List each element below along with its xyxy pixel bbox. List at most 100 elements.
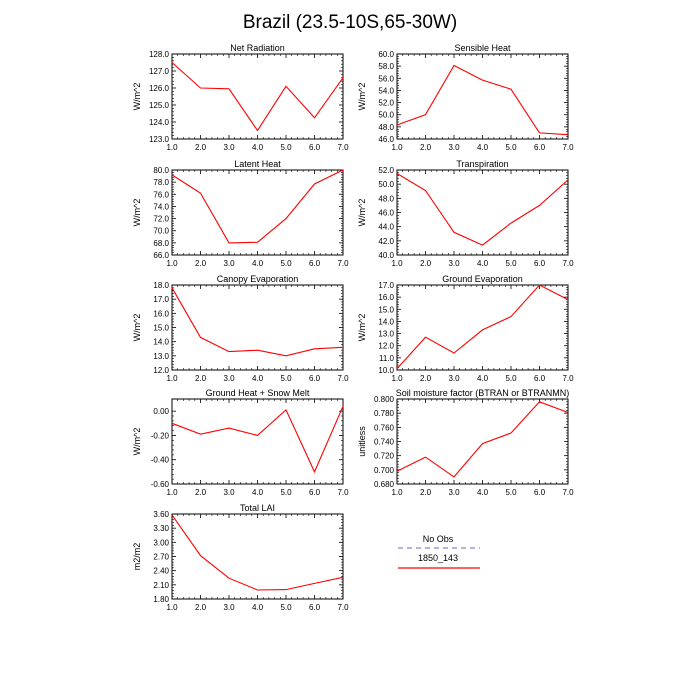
ground-heat-snow-melt-xtick-label: 5.0 [280, 488, 292, 497]
soil-moisture-factor-btran-or-btranmn-plot-frame [396, 398, 569, 485]
transpiration-xtick-label: 6.0 [534, 259, 546, 268]
ground-heat-snow-melt-title: Ground Heat + Snow Melt [206, 388, 310, 398]
sensible-heat-xtick-label: 2.0 [420, 143, 432, 152]
sensible-heat-ytick-label: 50.0 [378, 111, 394, 120]
soil-moisture-factor-btran-or-btranmn-ylabel: unitless [357, 426, 367, 457]
ground-heat-snow-melt-ytick-label: -0.40 [151, 456, 170, 465]
canopy-evaporation-ytick-label: 13.0 [153, 352, 169, 361]
net-radiation-ylabel: W/m^2 [132, 83, 142, 111]
sensible-heat-ytick-label: 46.0 [378, 135, 394, 144]
ground-evaporation-ylabel: W/m^2 [357, 314, 367, 342]
net-radiation-xtick-label: 4.0 [252, 143, 264, 152]
net-radiation-xtick-label: 6.0 [309, 143, 321, 152]
canopy-evaporation-xtick-label: 6.0 [309, 374, 321, 383]
ground-evaporation-xtick-label: 2.0 [420, 374, 432, 383]
ground-evaporation-xtick-label: 4.0 [477, 374, 489, 383]
transpiration-xtick-label: 4.0 [477, 259, 489, 268]
transpiration-ytick-label: 40.0 [378, 251, 394, 260]
total-lai-xtick-label: 4.0 [252, 603, 264, 612]
soil-moisture-factor-btran-or-btranmn-xtick-label: 1.0 [391, 488, 403, 497]
canopy-evaporation-ytick-label: 15.0 [153, 324, 169, 333]
sensible-heat-xtick-label: 5.0 [505, 143, 517, 152]
soil-moisture-factor-btran-or-btranmn-xtick-label: 5.0 [505, 488, 517, 497]
soil-moisture-factor-btran-or-btranmn-series-line [396, 401, 569, 478]
latent-heat-xtick-label: 3.0 [223, 259, 235, 268]
soil-moisture-factor-btran-or-btranmn-xtick-label: 2.0 [420, 488, 432, 497]
total-lai-xtick-label: 5.0 [280, 603, 292, 612]
sensible-heat-xtick-label: 4.0 [477, 143, 489, 152]
panel-transpiration: Transpiration 1.0 2.0 3.0 4.0 5.0 6.0 7.0 40.0 42… [357, 159, 574, 268]
soil-moisture-factor-btran-or-btranmn-ytick-label: 0.800 [374, 395, 395, 404]
transpiration-ytick-label: 42.0 [378, 237, 394, 246]
ground-evaporation-ytick-label: 15.0 [378, 305, 394, 314]
canopy-evaporation-ytick-label: 16.0 [153, 309, 169, 318]
sensible-heat-xtick-label: 6.0 [534, 143, 546, 152]
total-lai-ytick-label: 3.30 [153, 524, 169, 533]
canopy-evaporation-xtick-label: 4.0 [252, 374, 264, 383]
ground-evaporation-ytick-label: 14.0 [378, 317, 394, 326]
soil-moisture-factor-btran-or-btranmn-ytick-label: 0.780 [374, 409, 395, 418]
transpiration-ytick-label: 46.0 [378, 209, 394, 218]
soil-moisture-factor-btran-or-btranmn-ytick-label: 0.700 [374, 466, 395, 475]
soil-moisture-factor-btran-or-btranmn-title: Soil moisture factor (BTRAN or BTRANMN) [396, 388, 570, 398]
net-radiation-series-line [171, 62, 344, 132]
total-lai-ytick-label: 3.00 [153, 538, 169, 547]
latent-heat-ytick-label: 66.0 [153, 251, 169, 260]
panel-net-radiation: Net Radiation 1.0 2.0 3.0 4.0 5.0 6.0 7.0 123.0 1… [132, 43, 349, 152]
panel-ground-evaporation: Ground Evaporation 1.0 2.0 3.0 4.0 5.0 6.0 7.0 1… [357, 274, 574, 383]
sensible-heat-series-line [396, 64, 569, 136]
latent-heat-ytick-label: 76.0 [153, 190, 169, 199]
ground-heat-snow-melt-xtick-label: 4.0 [252, 488, 264, 497]
transpiration-xtick-label: 5.0 [505, 259, 517, 268]
ground-heat-snow-melt-series-line [171, 406, 344, 474]
soil-moisture-factor-btran-or-btranmn-xtick-label: 7.0 [562, 488, 574, 497]
canopy-evaporation-xtick-label: 5.0 [280, 374, 292, 383]
net-radiation-ytick-label: 125.0 [149, 101, 170, 110]
total-lai-xtick-label: 2.0 [195, 603, 207, 612]
transpiration-ytick-label: 50.0 [378, 180, 394, 189]
panel-soil-moisture-factor-btran-or-btranmn: Soil moisture factor (BTRAN or BTRANMN) 1… [357, 388, 574, 497]
net-radiation-xtick-label: 1.0 [166, 143, 178, 152]
total-lai-series-line [171, 514, 344, 591]
canopy-evaporation-ytick-label: 14.0 [153, 338, 169, 347]
ground-evaporation-ytick-label: 12.0 [378, 342, 394, 351]
soil-moisture-factor-btran-or-btranmn-ytick-label: 0.720 [374, 452, 395, 461]
ground-evaporation-xtick-label: 1.0 [391, 374, 403, 383]
latent-heat-xtick-label: 6.0 [309, 259, 321, 268]
total-lai-ytick-label: 2.70 [153, 553, 169, 562]
ground-heat-snow-melt-ytick-label: -0.60 [151, 480, 170, 489]
transpiration-xtick-label: 7.0 [562, 259, 574, 268]
transpiration-title: Transpiration [456, 159, 508, 169]
canopy-evaporation-xtick-label: 3.0 [223, 374, 235, 383]
latent-heat-ytick-label: 70.0 [153, 227, 169, 236]
transpiration-ytick-label: 44.0 [378, 223, 394, 232]
ground-heat-snow-melt-xtick-label: 3.0 [223, 488, 235, 497]
total-lai-ytick-label: 2.40 [153, 567, 169, 576]
canopy-evaporation-ytick-label: 12.0 [153, 366, 169, 375]
transpiration-ytick-label: 52.0 [378, 166, 394, 175]
sensible-heat-ytick-label: 56.0 [378, 74, 394, 83]
ground-heat-snow-melt-xtick-label: 2.0 [195, 488, 207, 497]
latent-heat-xtick-label: 1.0 [166, 259, 178, 268]
ground-heat-snow-melt-xtick-label: 6.0 [309, 488, 321, 497]
net-radiation-title: Net Radiation [230, 43, 285, 53]
ground-heat-snow-melt-ylabel: W/m^2 [132, 428, 142, 456]
transpiration-plot-frame [396, 169, 569, 256]
latent-heat-title: Latent Heat [234, 159, 281, 169]
panel-ground-heat-snow-melt: Ground Heat + Snow Melt 1.0 2.0 3.0 4.0 5.0 6.… [132, 388, 349, 497]
transpiration-ytick-label: 48.0 [378, 194, 394, 203]
net-radiation-ytick-label: 128.0 [149, 50, 170, 59]
soil-moisture-factor-btran-or-btranmn-ytick-label: 0.740 [374, 438, 395, 447]
ground-heat-snow-melt-xtick-label: 1.0 [166, 488, 178, 497]
sensible-heat-ytick-label: 60.0 [378, 50, 394, 59]
sensible-heat-ylabel: W/m^2 [357, 83, 367, 111]
canopy-evaporation-title: Canopy Evaporation [217, 274, 299, 284]
ground-evaporation-series-line [396, 284, 569, 370]
latent-heat-xtick-label: 2.0 [195, 259, 207, 268]
latent-heat-ytick-label: 78.0 [153, 178, 169, 187]
sensible-heat-ytick-label: 58.0 [378, 62, 394, 71]
panel-sensible-heat: Sensible Heat 1.0 2.0 3.0 4.0 5.0 6.0 7.0 46.0 48… [357, 43, 574, 152]
net-radiation-ytick-label: 127.0 [149, 67, 170, 76]
canopy-evaporation-ytick-label: 18.0 [153, 281, 169, 290]
